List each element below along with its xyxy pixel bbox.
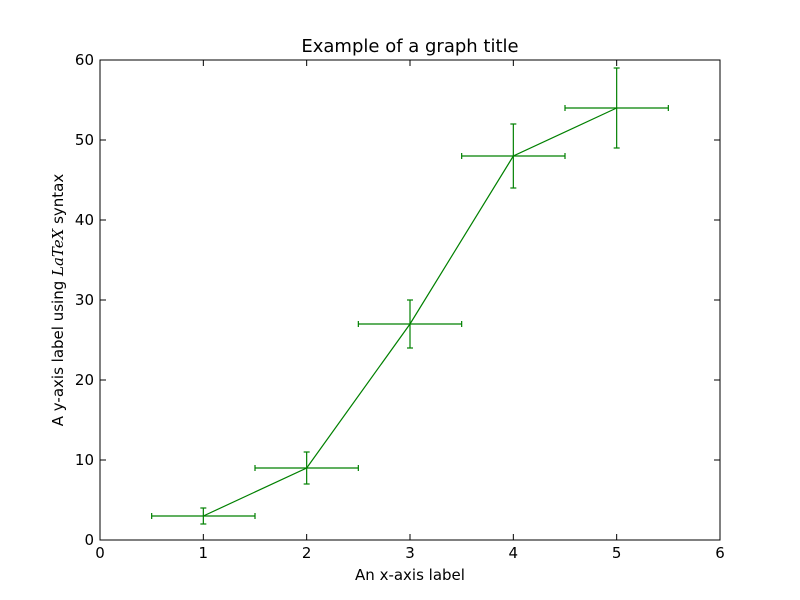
y-tick-label: 40 <box>75 211 94 229</box>
data-point <box>151 507 256 525</box>
y-tick-label: 50 <box>75 131 94 149</box>
data-point <box>461 123 566 189</box>
y-tick-label: 0 <box>84 531 94 549</box>
x-tick-label: 1 <box>199 544 209 562</box>
x-axis-label: An x-axis label <box>355 566 465 584</box>
y-tick-label: 60 <box>75 51 94 69</box>
y-axis-label-suffix: syntax <box>49 174 67 229</box>
x-tick-label: 2 <box>302 544 312 562</box>
data-layer <box>151 67 669 525</box>
x-tick-label: 5 <box>612 544 622 562</box>
x-tick-label: 3 <box>405 544 415 562</box>
x-tick-label: 4 <box>509 544 519 562</box>
y-axis-label-prefix: A y-axis label using <box>49 276 67 426</box>
y-tick-label: 20 <box>75 371 94 389</box>
y-axis-label-latex: LaTeX <box>49 227 67 277</box>
y-tick-label: 30 <box>75 291 94 309</box>
data-point <box>254 451 359 485</box>
data-point <box>357 299 463 349</box>
plot-frame <box>99 59 721 541</box>
chart-title: Example of a graph title <box>301 36 518 57</box>
x-tick-label: 0 <box>95 544 105 562</box>
x-tick-label: 6 <box>715 544 725 562</box>
y-axis-label: A y-axis label using LaTeX syntax <box>49 174 67 427</box>
data-point <box>564 67 669 149</box>
y-tick-label: 10 <box>75 451 94 469</box>
